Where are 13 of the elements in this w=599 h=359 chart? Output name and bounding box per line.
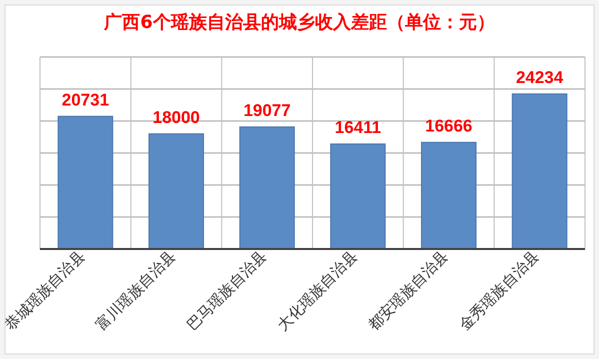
data-label: 16666: [425, 116, 472, 136]
x-tick-label: 金秀瑶族自治县: [455, 247, 542, 334]
data-label: 16411: [334, 118, 382, 137]
x-tick-label: 巴马瑶族自治县: [182, 247, 270, 334]
x-tick-label: 大化瑶族自治县: [274, 247, 361, 334]
x-tick-label: 恭城瑶族自治县: [1, 247, 88, 334]
data-label: 19077: [243, 100, 291, 120]
x-tick-label: 富川瑶族自治县: [92, 247, 180, 334]
x-tick-label: 都安瑶族自治县: [364, 247, 452, 334]
data-label: 20731: [62, 90, 110, 110]
data-label: 24234: [516, 68, 564, 87]
data-label: 18000: [152, 108, 200, 127]
chart-title: 广西6个瑶族自治县的城乡收入差距（单位：元）: [103, 12, 495, 33]
